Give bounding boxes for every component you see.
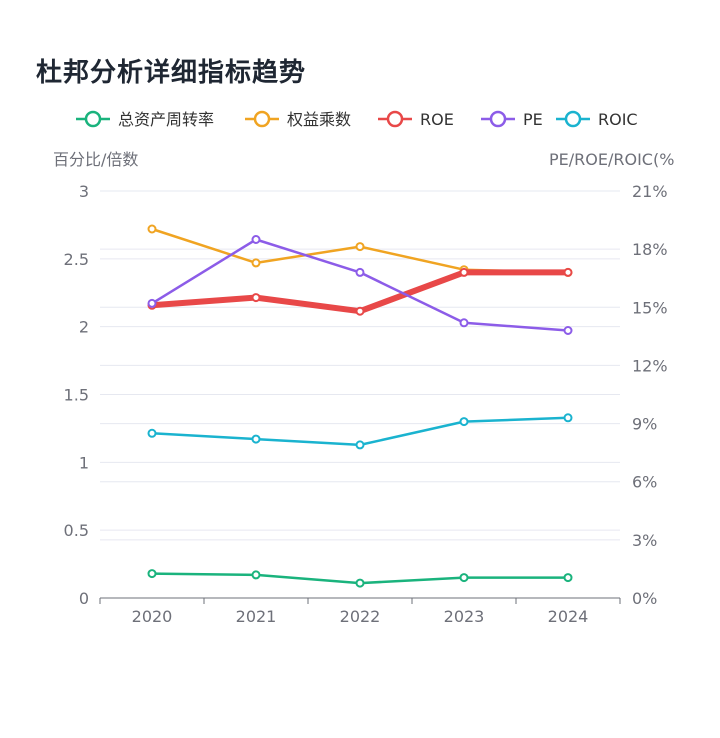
data-point[interactable] (459, 417, 469, 427)
data-point[interactable] (251, 293, 261, 303)
data-point[interactable] (563, 413, 573, 423)
legend-item[interactable]: 权益乘数 (245, 110, 351, 129)
y-right-tick-label: 21% (632, 182, 668, 201)
legend-label: 总资产周转率 (118, 110, 214, 129)
x-tick-label: 2024 (548, 607, 589, 626)
legend-marker (386, 110, 404, 128)
y-right-tick-label: 6% (632, 473, 657, 492)
axes: 2020 2021 2022 2023 2024 0 0.5 1 1.5 2 2.5 3 0% 3% 6% 9… (53, 150, 674, 626)
legend-marker (253, 110, 271, 128)
legend-item[interactable]: PE (481, 110, 543, 129)
data-point[interactable] (355, 578, 365, 588)
data-point[interactable] (563, 267, 573, 277)
y-left-tick-label: 0.5 (64, 521, 89, 540)
data-point[interactable] (355, 267, 365, 277)
data-point[interactable] (355, 306, 365, 316)
legend-marker (489, 110, 507, 128)
data-point[interactable] (563, 326, 573, 335)
series-PE (147, 235, 573, 335)
y-left-tick-label: 2 (79, 318, 89, 337)
y-left-axis-label: 百分比/倍数 (53, 150, 138, 169)
data-point[interactable] (147, 569, 157, 579)
legend-item[interactable]: 总资产周转率 (76, 110, 214, 129)
data-point[interactable] (563, 573, 573, 583)
x-tick-label: 2022 (340, 607, 381, 626)
y-right-tick-label: 18% (632, 240, 668, 259)
y-right-tick-label: 9% (632, 415, 657, 434)
y-right-tick-label: 0% (632, 589, 657, 608)
data-point[interactable] (251, 258, 261, 268)
x-tick-label: 2023 (444, 607, 485, 626)
legend-label: ROE (420, 110, 454, 129)
x-tick-label: 2020 (132, 607, 173, 626)
y-right-axis-label: PE/ROE/ROIC(% (549, 150, 674, 169)
legend-label: PE (523, 110, 543, 129)
data-point[interactable] (251, 570, 261, 580)
chart-title: 杜邦分析详细指标趋势 (36, 58, 307, 88)
legend-marker (84, 110, 102, 128)
series-line (151, 238, 569, 332)
y-right-tick-label: 3% (632, 531, 657, 550)
data-point[interactable] (459, 267, 469, 277)
legend-item[interactable]: ROIC (556, 110, 638, 129)
data-point[interactable] (355, 440, 365, 450)
legend-label: ROIC (598, 110, 638, 129)
legend: 总资产周转率 权益乘数 ROE PE ROIC (76, 110, 638, 129)
y-right-tick-label: 15% (632, 298, 668, 317)
series-line (151, 269, 568, 315)
y-left-tick-label: 1.5 (64, 386, 89, 405)
series-总资产周转率 (147, 569, 573, 588)
y-right-tick-label: 12% (632, 356, 668, 375)
data-point[interactable] (459, 573, 469, 583)
legend-marker (564, 110, 582, 128)
data-point[interactable] (355, 242, 365, 252)
y-left-tick-label: 0 (79, 589, 89, 608)
legend-label: 权益乘数 (287, 110, 351, 129)
series-ROIC (147, 413, 573, 450)
data-point[interactable] (251, 434, 261, 444)
data-point[interactable] (147, 298, 157, 308)
data-point[interactable] (459, 318, 469, 328)
series-lines (147, 224, 573, 588)
data-point[interactable] (147, 428, 157, 438)
data-point[interactable] (251, 235, 261, 244)
x-tick-label: 2021 (236, 607, 277, 626)
y-left-tick-label: 3 (79, 182, 89, 201)
y-left-tick-label: 1 (79, 453, 89, 472)
y-left-tick-label: 2.5 (64, 250, 89, 269)
data-point[interactable] (147, 224, 157, 234)
legend-item[interactable]: ROE (378, 110, 454, 129)
